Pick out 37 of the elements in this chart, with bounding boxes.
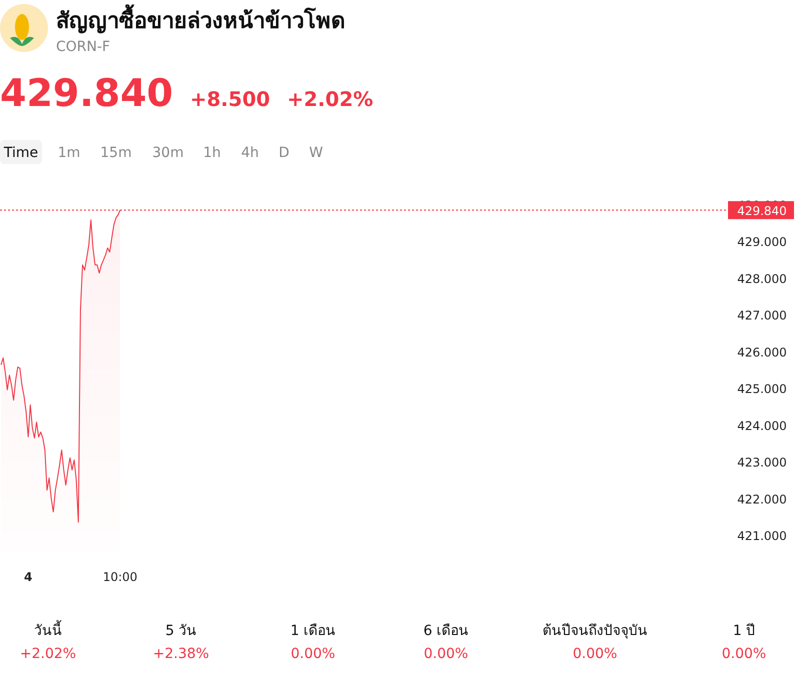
text: 1m [58,145,80,161]
text: +2.38% [152,646,210,662]
text: 1 ปี [732,623,756,639]
text: วันนี้ [34,620,62,639]
text: 4h [241,145,259,161]
text: 0.00% [424,646,468,662]
text: 30m [152,145,184,161]
y-tick-label: 423.000 [737,456,787,470]
text: D [278,145,290,161]
text: +2.02% [287,87,374,111]
text: Time [2,145,38,161]
ref-line-label: 429.840 [737,204,787,218]
y-tick-label: 424.000 [737,418,787,433]
y-tick-label: 422.000 [737,492,787,506]
y-tick-label: 425.000 [737,382,787,396]
chart-title: สัญญาซื้อขายล่วงหน้าข้าวโพด [56,4,345,34]
text: 0.00% [572,646,618,662]
x-tick-label: 4 [24,570,32,584]
text: +8.500 [190,87,270,111]
text: 429.840 [0,71,174,115]
text: +2.02% [20,646,76,662]
text: W [309,145,324,161]
text: 15m [100,145,132,161]
text: 6 เดือน [423,623,469,639]
text: 0.00% [722,646,766,662]
x-tick-label: 10:00 [102,570,138,584]
y-tick-label: 428.000 [737,272,787,286]
text: 5 วัน [165,623,197,639]
y-tick-label: 429.000 [737,235,787,249]
text: 1 เดือน [290,623,336,639]
y-tick-label: 426.000 [737,345,787,360]
y-tick-label: 427.000 [737,308,787,322]
chart-subtitle: CORN-F [56,39,110,55]
text: ต้นปีจนถึงปัจจุบัน [542,623,648,639]
y-tick-label: 421.000 [737,529,787,543]
text: 1h [203,145,221,161]
text: 0.00% [290,646,336,662]
